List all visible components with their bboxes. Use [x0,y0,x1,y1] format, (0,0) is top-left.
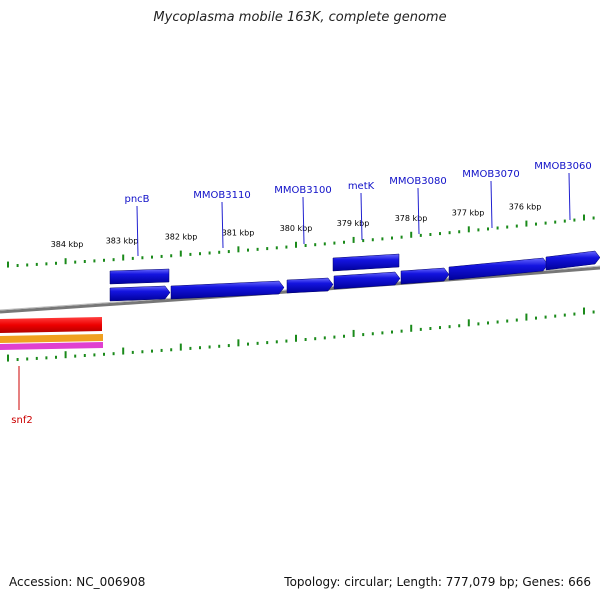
gene-label: MMOB3100 [274,185,331,196]
gene-leader-line [417,187,420,235]
gene-arrow [448,257,549,281]
position-label: 377 kbp [452,208,485,217]
gene-arrow [170,280,285,300]
inner-tick-ring [7,307,595,362]
gene-label: MMOB3060 [534,161,591,172]
map-title: Mycoplasma mobile 163K, complete genome [153,10,447,25]
gene-features [0,250,600,350]
gene-block-orange [0,334,103,343]
accession-text: Accession: NC_006908 [9,575,146,589]
position-labels: 384 kbp 383 kbp 382 kbp 381 kbp 380 kbp 379 k… [51,203,542,249]
gene-leader-line [490,180,493,229]
topology-text: Topology: circular; Length: 777,079 bp; … [284,575,591,589]
gene-block-magenta [0,342,103,350]
gene-label: pncB [124,194,149,205]
gene-label: MMOB3080 [389,176,446,187]
gene-block [332,253,400,272]
gene-leader-line [136,205,139,257]
position-label: 381 kbp [222,228,255,237]
outer-tick-ring [7,214,595,268]
gene-block-red [0,317,102,333]
gene-label: snf2 [11,415,32,426]
position-label: 378 kbp [395,214,428,223]
gene-label: metK [348,181,375,192]
gene-leader-line [360,192,363,241]
gene-arrow [545,250,600,271]
gene-label: MMOB3110 [193,190,250,201]
gene-leader-line [302,196,305,245]
position-label: 380 kbp [280,224,313,233]
gene-label: MMOB3070 [462,169,519,180]
position-label: 383 kbp [106,237,139,246]
gene-block [109,268,170,285]
gene-arrow [333,271,401,290]
gene-arrow [109,285,171,302]
gene-leader-line [221,201,224,249]
position-label: 376 kbp [509,203,542,212]
gene-leader-line [568,172,571,221]
position-label: 379 kbp [337,219,370,228]
gene-arrow [286,277,334,294]
position-label: 382 kbp [165,233,198,242]
gene-arrow [400,267,450,285]
position-label: 384 kbp [51,240,84,249]
gene-labels: pncB MMOB3110 MMOB3100 metK MMOB3080 MMOB3070… [11,161,591,426]
